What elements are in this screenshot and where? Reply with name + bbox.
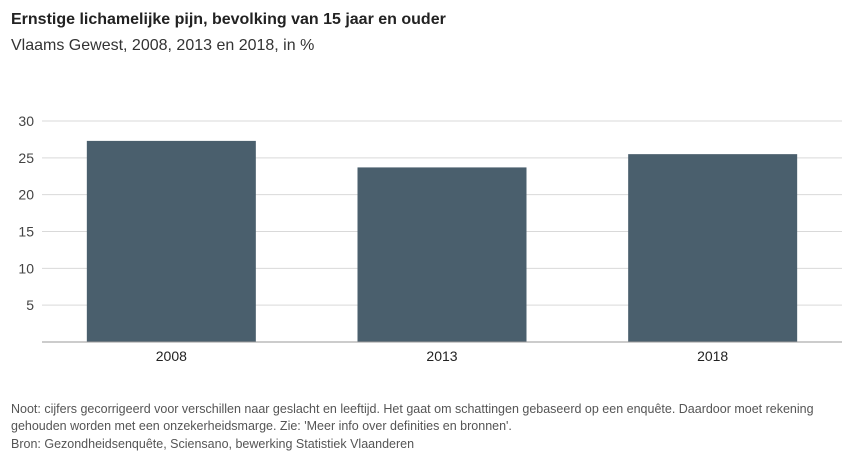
x-tick-label: 2008 [156, 348, 187, 364]
source-note: Bron: Gezondheidsenquête, Sciensano, bew… [11, 437, 415, 451]
y-tick-label: 15 [18, 224, 34, 240]
chart-title: Ernstige lichamelijke pijn, bevolking va… [11, 11, 446, 28]
x-tick-label: 2013 [426, 348, 457, 364]
y-tick-label: 30 [18, 113, 34, 129]
bar-2018 [628, 154, 798, 342]
y-tick-label: 20 [18, 187, 34, 203]
y-tick-label: 25 [18, 150, 34, 166]
footnote: Noot: cijfers gecorrigeerd voor verschil… [11, 402, 814, 433]
chart-subtitle: Vlaams Gewest, 2008, 2013 en 2018, in % [11, 37, 315, 54]
x-tick-label: 2018 [697, 348, 728, 364]
y-tick-label: 10 [18, 260, 34, 276]
bars [86, 140, 798, 342]
bar-2008 [86, 140, 256, 342]
bar-2013 [357, 167, 527, 342]
y-tick-label: 5 [26, 297, 34, 313]
x-tick-labels: 2008 2013 2018 [156, 348, 729, 364]
y-tick-labels: 5 10 15 20 25 30 [18, 113, 34, 313]
bar-chart: 5 10 15 20 25 30 2008 2013 2018 [18, 113, 842, 364]
